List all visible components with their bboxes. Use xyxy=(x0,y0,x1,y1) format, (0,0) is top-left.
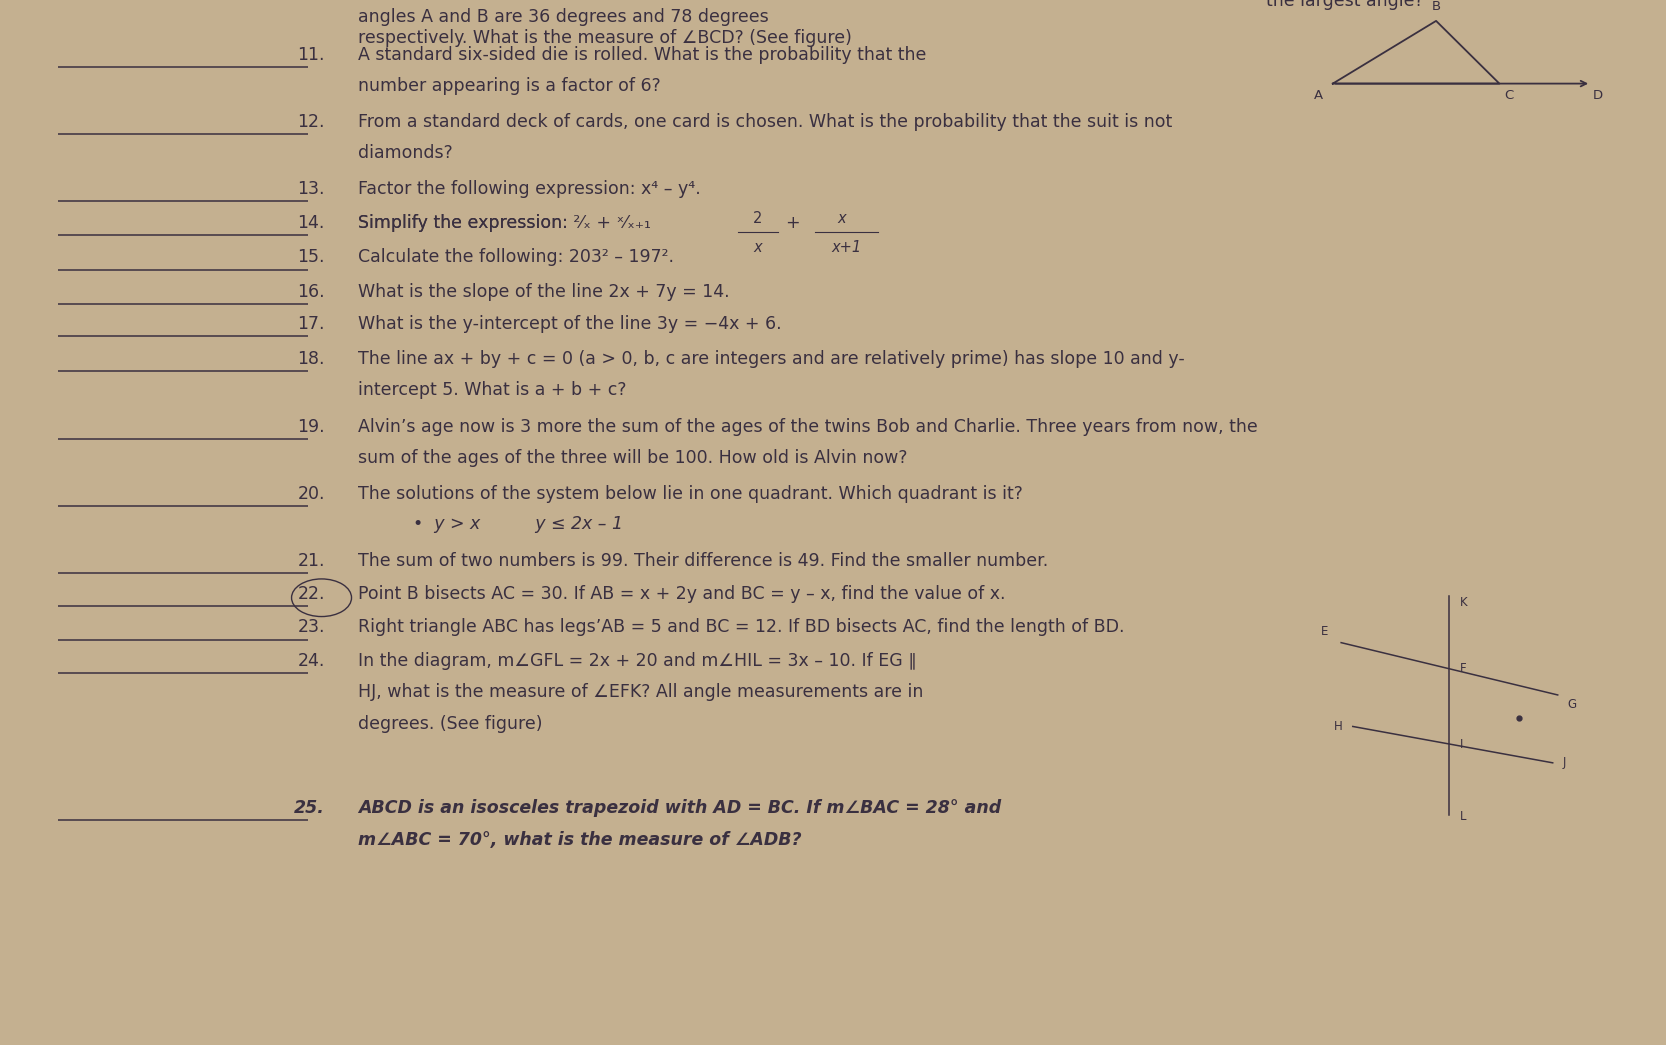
Text: HJ, what is the measure of ∠EFK? All angle measurements are in: HJ, what is the measure of ∠EFK? All ang… xyxy=(358,683,923,701)
Text: What is the slope of the line 2x + 7y = 14.: What is the slope of the line 2x + 7y = … xyxy=(358,283,730,301)
Text: 23.: 23. xyxy=(297,619,325,636)
Text: The line ax + by + c = 0 (a > 0, b, c are integers and are relatively prime) has: The line ax + by + c = 0 (a > 0, b, c ar… xyxy=(358,350,1185,368)
Text: Calculate the following: 203² – 197².: Calculate the following: 203² – 197². xyxy=(358,249,675,266)
Text: x: x xyxy=(753,240,763,255)
Text: A standard six-sided die is rolled. What is the probability that the: A standard six-sided die is rolled. What… xyxy=(358,46,926,64)
Text: From a standard deck of cards, one card is chosen. What is the probability that : From a standard deck of cards, one card … xyxy=(358,113,1173,131)
Text: Simplify the expression: ²⁄ₓ + ˣ⁄ₓ₊₁: Simplify the expression: ²⁄ₓ + ˣ⁄ₓ₊₁ xyxy=(358,214,651,232)
Text: 20.: 20. xyxy=(297,485,325,503)
Text: 21.: 21. xyxy=(297,552,325,570)
Text: 2: 2 xyxy=(753,211,763,226)
Text: respectively. What is the measure of ∠BCD? (See figure): respectively. What is the measure of ∠BC… xyxy=(358,29,851,47)
Text: Simplify the expression:: Simplify the expression: xyxy=(358,214,573,232)
Text: angles A and B are 36 degrees and 78 degrees: angles A and B are 36 degrees and 78 deg… xyxy=(358,8,770,26)
Text: Right triangle ABC has legsʼAB = 5 and BC = 12. If BD bisects AC, find the lengt: Right triangle ABC has legsʼAB = 5 and B… xyxy=(358,619,1125,636)
Text: diamonds?: diamonds? xyxy=(358,144,453,162)
Text: H: H xyxy=(1334,720,1343,733)
Text: number appearing is a factor of 6?: number appearing is a factor of 6? xyxy=(358,77,661,95)
Text: 11.: 11. xyxy=(297,46,325,64)
Text: 25.: 25. xyxy=(293,799,325,817)
Text: K: K xyxy=(1459,596,1468,608)
Text: 19.: 19. xyxy=(297,418,325,436)
Text: G: G xyxy=(1568,698,1576,711)
Text: In the diagram, m∠GFL = 2x + 20 and m∠HIL = 3x – 10. If EG ∥: In the diagram, m∠GFL = 2x + 20 and m∠HI… xyxy=(358,652,918,670)
Text: 22.: 22. xyxy=(297,585,325,603)
Text: m∠ABC = 70°, what is the measure of ∠ADB?: m∠ABC = 70°, what is the measure of ∠ADB… xyxy=(358,831,801,849)
Text: 16.: 16. xyxy=(297,283,325,301)
Text: What is the y-intercept of the line 3y = −4x + 6.: What is the y-intercept of the line 3y =… xyxy=(358,316,781,333)
Text: 12.: 12. xyxy=(297,113,325,131)
Text: The solutions of the system below lie in one quadrant. Which quadrant is it?: The solutions of the system below lie in… xyxy=(358,485,1023,503)
Text: 17.: 17. xyxy=(297,316,325,333)
Text: •  y > x          y ≤ 2x – 1: • y > x y ≤ 2x – 1 xyxy=(358,515,623,533)
Text: The sum of two numbers is 99. Their difference is 49. Find the smaller number.: The sum of two numbers is 99. Their diff… xyxy=(358,552,1048,570)
Text: Alvin’s age now is 3 more the sum of the ages of the twins Bob and Charlie. Thre: Alvin’s age now is 3 more the sum of the… xyxy=(358,418,1258,436)
Text: C: C xyxy=(1504,89,1514,101)
Text: J: J xyxy=(1563,757,1566,769)
Text: I: I xyxy=(1459,738,1463,750)
Text: D: D xyxy=(1593,89,1603,101)
Text: x+1: x+1 xyxy=(831,240,861,255)
Text: F: F xyxy=(1459,663,1466,675)
Text: the largest angle?: the largest angle? xyxy=(1266,0,1424,10)
Text: L: L xyxy=(1459,810,1466,822)
Text: E: E xyxy=(1321,626,1328,638)
Text: 13.: 13. xyxy=(297,180,325,198)
Text: sum of the ages of the three will be 100. How old is Alvin now?: sum of the ages of the three will be 100… xyxy=(358,449,908,467)
Text: intercept 5. What is a + b + c?: intercept 5. What is a + b + c? xyxy=(358,381,626,399)
Text: 14.: 14. xyxy=(298,214,325,232)
Text: 18.: 18. xyxy=(297,350,325,368)
Text: x: x xyxy=(836,211,846,226)
Text: Factor the following expression: x⁴ – y⁴.: Factor the following expression: x⁴ – y⁴… xyxy=(358,180,701,198)
Text: +: + xyxy=(785,214,800,232)
Text: ABCD is an isosceles trapezoid with AD = BC. If m∠BAC = 28° and: ABCD is an isosceles trapezoid with AD =… xyxy=(358,799,1001,817)
Text: 24.: 24. xyxy=(298,652,325,670)
Text: 15.: 15. xyxy=(297,249,325,266)
Text: degrees. (See figure): degrees. (See figure) xyxy=(358,715,543,733)
Text: B: B xyxy=(1431,0,1441,13)
Text: Point B bisects AC = 30. If AB = x + 2y and BC = y – x, find the value of x.: Point B bisects AC = 30. If AB = x + 2y … xyxy=(358,585,1006,603)
Text: A: A xyxy=(1314,89,1323,101)
